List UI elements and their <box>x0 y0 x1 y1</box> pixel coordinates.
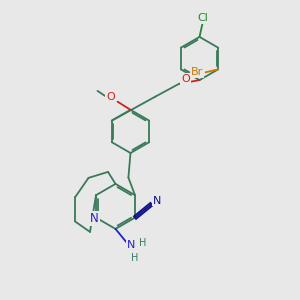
Text: Br: Br <box>190 67 203 77</box>
Text: N: N <box>153 196 162 206</box>
Text: N: N <box>90 212 99 225</box>
Text: O: O <box>181 74 190 84</box>
Text: Cl: Cl <box>198 13 208 23</box>
Text: N: N <box>127 240 136 250</box>
Text: H: H <box>131 253 138 263</box>
Text: H: H <box>139 238 146 248</box>
Text: O: O <box>106 92 115 102</box>
